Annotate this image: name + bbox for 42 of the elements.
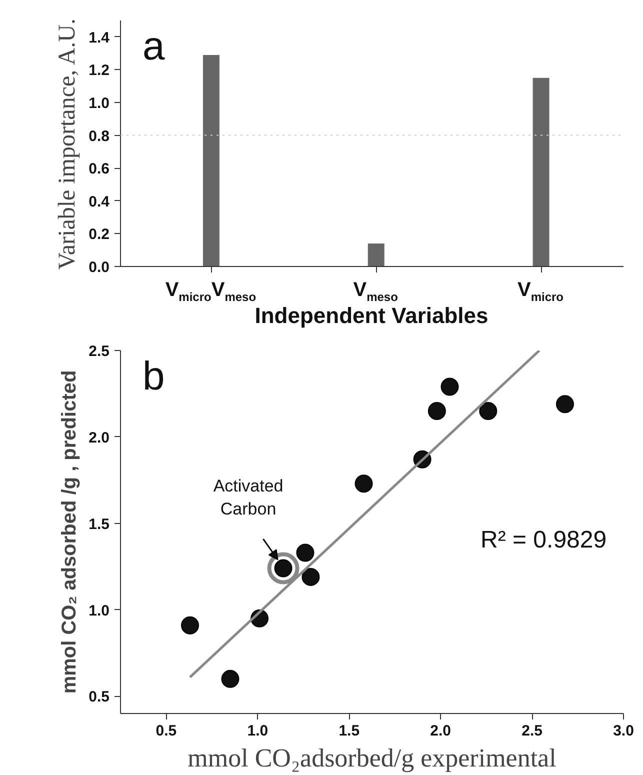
x-tick-label: V$_{meso}$	[353, 279, 398, 304]
y-tick-label: 0.4	[88, 193, 110, 210]
point	[296, 544, 314, 562]
x-tick-label: V$_{micro}$	[517, 279, 564, 304]
bar	[532, 78, 550, 266]
y-tick-label: 0.5	[88, 688, 110, 706]
point	[556, 395, 574, 414]
chart-title: b	[142, 354, 165, 398]
y-tick-label: 1.0	[88, 602, 110, 620]
point	[354, 474, 373, 493]
point	[181, 616, 200, 634]
y-tick-label: 2.5	[88, 343, 110, 360]
y-tick-label: 1.0	[88, 95, 110, 112]
point	[440, 378, 459, 396]
y-tick-label: 0.6	[88, 160, 110, 178]
chart-title: a	[142, 24, 166, 68]
point	[428, 402, 446, 420]
point	[302, 568, 320, 586]
y-tick-label: 1.5	[88, 516, 110, 533]
y-axis-title: Variable importance, A.U.	[54, 18, 81, 270]
x-tick-label: 3.0	[613, 722, 634, 740]
y-tick-label: 1.2	[88, 62, 110, 80]
point	[479, 402, 498, 420]
x-tick-label: V$_{micro}$V$_{meso}$	[165, 279, 256, 304]
x-tick-label: 1.5	[338, 722, 360, 740]
x-tick-label: 2.0	[430, 722, 452, 740]
y-tick-label: 2.0	[88, 429, 110, 446]
y-tick-label: 0.8	[88, 128, 110, 145]
x-axis-title: Independent Variables	[254, 303, 488, 328]
bar	[368, 244, 384, 266]
x-axis-title: mmol CO₂adsorbed/g experimental	[188, 744, 556, 772]
y-tick-label: 1.4	[88, 29, 110, 46]
bar	[202, 54, 220, 266]
x-tick-label: 2.5	[522, 722, 542, 740]
annotation: Activated Carbon	[213, 476, 284, 518]
annotation: R² = 0.9829	[480, 526, 607, 554]
x-tick-label: 1.0	[247, 722, 268, 740]
x-tick-label: 0.5	[156, 722, 177, 740]
y-axis-title: mmol CO₂ adsorbed /g , predicted	[58, 370, 81, 694]
y-tick-label: 0.0	[88, 259, 110, 276]
y-tick-label: 0.2	[88, 226, 110, 244]
point	[221, 670, 240, 688]
